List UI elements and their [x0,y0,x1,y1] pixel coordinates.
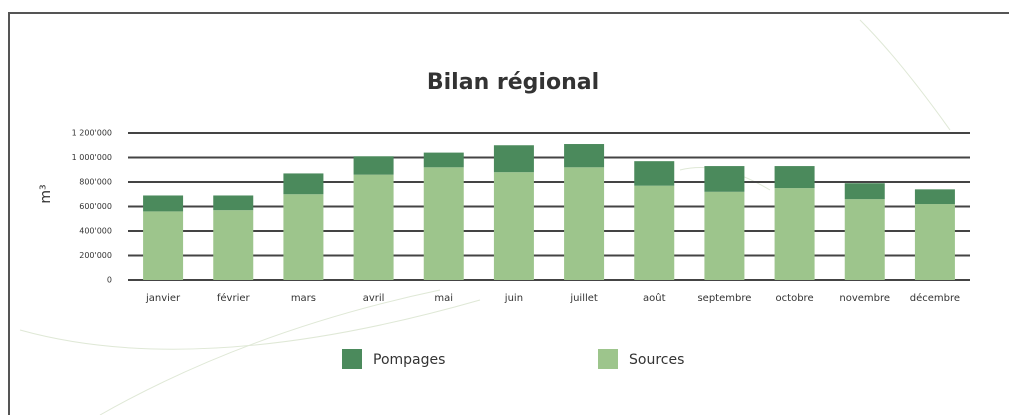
x-tick-label: décembre [910,292,960,304]
bar-segment [564,167,605,280]
y-tick-label: 1 200'000 [72,129,112,138]
bar-segment [493,145,534,173]
bar-segment [774,166,815,189]
x-tick-label: juin [504,293,523,304]
frame [8,12,1009,415]
y-tick-label: 800'000 [79,178,112,187]
x-tick-label: janvier [145,293,181,304]
bar-segment [423,152,464,168]
legend-swatch [342,349,362,369]
x-tick-label: novembre [839,293,890,304]
y-tick-label: 400'000 [79,227,112,236]
bar-segment [353,156,394,175]
bar-segment [283,194,324,280]
bar-segment [914,189,955,205]
bar-segment [704,191,745,280]
x-tick-label: mai [434,293,453,304]
x-tick-label: juillet [569,293,598,304]
bar-segment [143,211,184,280]
bar-segment [634,185,675,280]
y-tick-label: 0 [107,276,112,285]
y-tick-label: 200'000 [79,251,112,260]
x-tick-label: avril [363,293,385,304]
y-tick-label: 600'000 [79,202,112,211]
bar-segment [353,174,394,280]
x-tick-label: août [643,292,666,304]
x-tick-label: février [217,292,251,304]
bar-segment [564,144,605,168]
x-tick-label: septembre [697,293,751,304]
bar-segment [213,195,254,211]
bar-segment [143,195,184,212]
bar-segment [213,210,254,280]
bar-segment [634,161,675,186]
y-axis-label: m³ [38,184,54,203]
bar-segment [423,167,464,280]
legend-label: Sources [629,352,684,368]
bar-segment [704,166,745,192]
bar-segment [283,173,324,195]
chart-title: Bilan régional [427,70,599,95]
legend-label: Pompages [373,352,445,368]
bar-segment [844,183,885,200]
bar-segment [914,204,955,280]
bar-segment [774,188,815,280]
y-tick-label: 1 000'000 [72,153,112,162]
x-tick-label: mars [291,293,316,304]
bar-segment [844,199,885,280]
x-tick-label: octobre [776,293,814,304]
legend-swatch [598,349,618,369]
bar-segment [493,172,534,280]
